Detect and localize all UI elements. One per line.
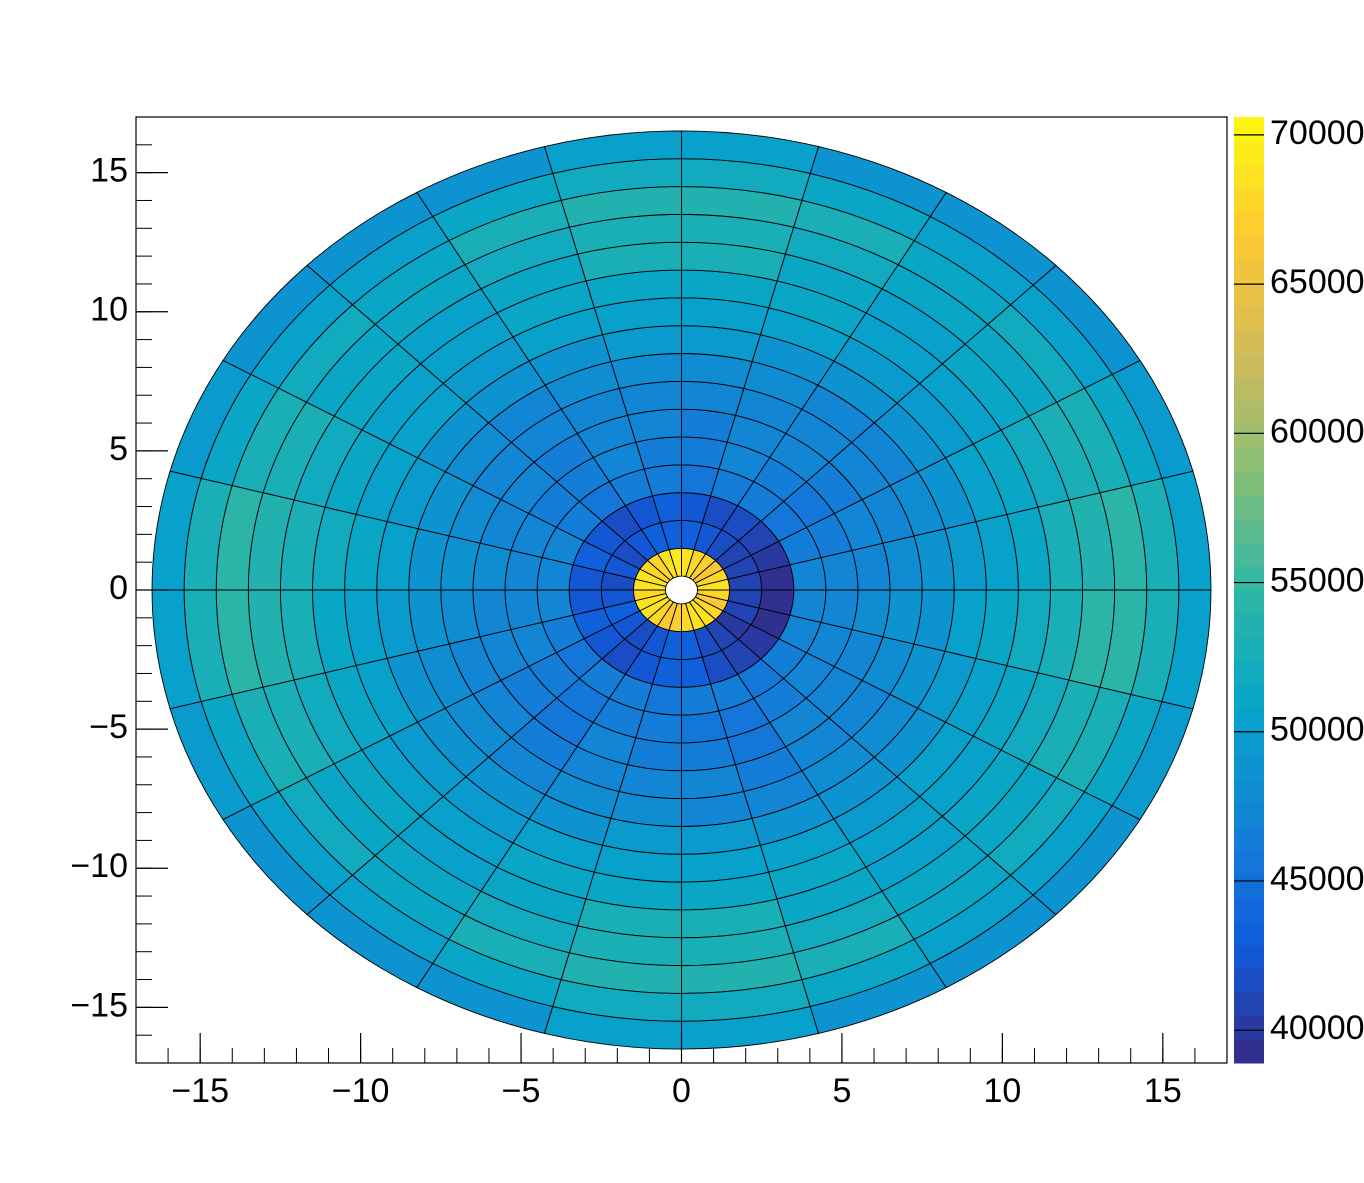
color-band	[1234, 708, 1264, 733]
color-bar	[1234, 117, 1264, 1064]
cell	[681, 408, 737, 443]
z-tick-label: 65000	[1270, 263, 1364, 301]
color-band	[1234, 329, 1264, 354]
color-band	[1234, 944, 1264, 969]
cell	[820, 589, 859, 631]
cell	[504, 549, 543, 591]
x-tick-label: 5	[832, 1072, 851, 1110]
color-band	[1234, 306, 1264, 331]
color-band	[1234, 731, 1264, 757]
color-band	[1234, 424, 1264, 449]
z-tick-label: 50000	[1270, 711, 1364, 749]
color-band	[1234, 519, 1264, 544]
x-tick-label: −15	[171, 1072, 229, 1110]
cell	[472, 542, 512, 591]
color-band	[1234, 566, 1264, 591]
cell	[472, 589, 512, 638]
color-band	[1234, 755, 1264, 780]
color-band	[1234, 992, 1264, 1017]
cell	[681, 436, 728, 470]
color-band	[1234, 377, 1264, 402]
y-tick-label: −15	[70, 986, 128, 1024]
cell	[1161, 589, 1212, 710]
color-band	[1234, 921, 1264, 946]
color-band	[1234, 471, 1264, 496]
x-tick-label: −10	[332, 1072, 390, 1110]
x-tick-label: −5	[502, 1072, 541, 1110]
cell	[681, 737, 737, 772]
color-band	[1234, 968, 1264, 993]
color-band	[1234, 873, 1264, 898]
y-tick-label: 10	[90, 291, 128, 329]
z-tick-label: 55000	[1270, 562, 1364, 600]
cell	[626, 737, 682, 772]
color-band	[1234, 282, 1264, 307]
color-band	[1234, 211, 1264, 236]
color-band	[1234, 637, 1264, 662]
z-tick-label: 60000	[1270, 412, 1364, 450]
y-tick-label: 15	[90, 152, 128, 190]
color-band	[1234, 660, 1264, 686]
color-band	[1234, 590, 1264, 615]
color-band	[1234, 353, 1264, 378]
color-band	[1234, 1015, 1264, 1040]
color-band	[1234, 495, 1264, 520]
y-tick-label: −10	[70, 847, 128, 885]
x-tick-label: 10	[983, 1072, 1021, 1110]
color-band	[1234, 897, 1264, 922]
cell	[851, 542, 891, 591]
color-band	[1234, 187, 1264, 213]
x-tick-label: 0	[672, 1072, 691, 1110]
color-band	[1234, 684, 1264, 709]
z-tick-label: 45000	[1270, 860, 1364, 898]
cell	[851, 589, 891, 638]
color-band	[1234, 235, 1264, 260]
plot-cells	[151, 130, 1212, 1050]
color-band	[1234, 850, 1264, 875]
z-tick-label: 40000	[1270, 1009, 1364, 1047]
color-band	[1234, 613, 1264, 638]
cell	[635, 710, 682, 744]
y-tick-label: −5	[89, 708, 128, 746]
color-band	[1234, 826, 1264, 851]
color-band	[1234, 400, 1264, 425]
color-band	[1234, 258, 1264, 284]
x-tick-label: 15	[1144, 1072, 1182, 1110]
color-band	[1234, 140, 1264, 165]
y-tick-label: 0	[109, 569, 128, 607]
color-band	[1234, 164, 1264, 189]
color-band	[1234, 117, 1264, 142]
color-band	[1234, 779, 1264, 804]
color-band	[1234, 802, 1264, 827]
color-band	[1234, 1039, 1264, 1064]
y-tick-label: 5	[109, 430, 128, 468]
cell	[626, 408, 682, 443]
color-band	[1234, 542, 1264, 567]
z-tick-label: 70000	[1270, 114, 1364, 152]
color-band	[1234, 448, 1264, 473]
